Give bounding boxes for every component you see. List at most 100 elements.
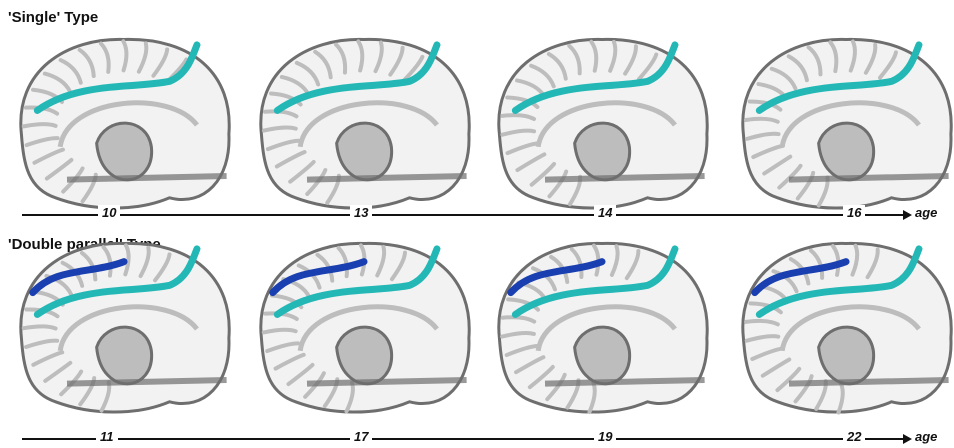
cingulate-sulcus bbox=[273, 41, 441, 114]
cingulate-sulcus bbox=[755, 245, 923, 318]
single-type-brain-row bbox=[19, 37, 953, 210]
gyral-fold bbox=[527, 364, 555, 390]
age-tick-label: 17 bbox=[350, 429, 373, 444]
corpus-callosum-fold bbox=[297, 304, 439, 352]
corpus-callosum-fold bbox=[57, 100, 199, 148]
gyral-fold bbox=[43, 360, 73, 383]
age-tick-label: 14 bbox=[594, 205, 617, 220]
subcortical-structure bbox=[335, 121, 393, 182]
gyral-fold bbox=[21, 122, 58, 129]
gyral-fold bbox=[77, 47, 96, 79]
gyral-fold bbox=[24, 338, 60, 349]
gyral-fold bbox=[500, 128, 537, 137]
gyral-fold bbox=[78, 376, 97, 407]
brainstem-shadow bbox=[306, 172, 467, 183]
gyral-fold bbox=[608, 39, 618, 73]
gyral-fold bbox=[529, 63, 556, 89]
brain-medial-surface bbox=[497, 37, 709, 210]
gyral-fold bbox=[743, 116, 780, 124]
gyral-fold bbox=[569, 247, 584, 279]
gyral-fold bbox=[609, 244, 620, 277]
gyral-fold bbox=[121, 39, 129, 73]
gyral-fold bbox=[878, 50, 898, 80]
age-axis-caption: age bbox=[915, 205, 938, 220]
gyral-fold bbox=[336, 246, 349, 279]
gyral-fold bbox=[505, 95, 540, 110]
gyral-fold bbox=[775, 366, 802, 393]
gyral-fold bbox=[505, 141, 540, 156]
cingulate-sulcus bbox=[273, 245, 441, 318]
subcortical-structure bbox=[817, 121, 875, 182]
gyral-fold bbox=[98, 41, 111, 74]
gyral-fold bbox=[262, 109, 299, 119]
double-parallel-type-age-axis: 11 17 19 22 age bbox=[0, 428, 954, 448]
gyral-fold bbox=[636, 52, 659, 82]
gyral-fold bbox=[506, 297, 541, 312]
gyral-fold bbox=[808, 248, 825, 280]
gyral-fold bbox=[529, 161, 557, 187]
gyral-fold bbox=[32, 147, 65, 165]
age-axis-caption: age bbox=[915, 429, 938, 444]
corpus-callosum-fold bbox=[535, 304, 677, 352]
gyral-fold bbox=[21, 324, 58, 331]
gyral-fold bbox=[288, 159, 316, 184]
single-type-title: 'Single' Type bbox=[8, 9, 99, 26]
cingulate-sulcus bbox=[511, 41, 679, 114]
gyral-fold bbox=[777, 163, 803, 190]
corpus-callosum-fold bbox=[779, 304, 921, 352]
brainstem-shadow bbox=[306, 376, 467, 387]
gyral-fold bbox=[286, 362, 315, 387]
double-parallel-type-brain-row bbox=[19, 241, 953, 415]
brain-medial-surface bbox=[741, 241, 953, 415]
paracingulate-sulcus bbox=[507, 258, 606, 297]
age-tick-label: 16 bbox=[843, 205, 866, 220]
gyral-fold bbox=[546, 51, 568, 81]
brainstem-shadow bbox=[788, 376, 949, 387]
subcortical-structure bbox=[95, 325, 153, 386]
gyral-fold bbox=[806, 45, 823, 77]
gyral-fold bbox=[358, 243, 367, 277]
gyral-fold bbox=[828, 40, 839, 74]
corpus-callosum-fold bbox=[297, 100, 439, 148]
subcortical-structure bbox=[335, 325, 393, 386]
brain-medial-surface bbox=[259, 241, 471, 414]
gyral-fold bbox=[273, 352, 306, 371]
gyral-fold bbox=[500, 315, 537, 324]
gyral-fold bbox=[830, 243, 841, 277]
gyral-fold bbox=[793, 374, 814, 404]
gyral-fold bbox=[744, 318, 780, 327]
gyral-fold bbox=[623, 44, 638, 76]
subcortical-structure bbox=[573, 325, 631, 386]
gyral-fold bbox=[591, 243, 601, 277]
brainstem-shadow bbox=[66, 376, 227, 387]
gyral-fold bbox=[356, 39, 365, 73]
gyral-fold bbox=[138, 245, 151, 279]
gyral-fold bbox=[24, 136, 60, 148]
single-type-age-axis: 10 13 14 16 age bbox=[0, 204, 954, 224]
gyral-fold bbox=[334, 42, 348, 75]
axis-arrow-icon bbox=[903, 210, 912, 220]
age-tick-label: 10 bbox=[98, 205, 121, 220]
gyral-fold bbox=[31, 350, 65, 367]
gyral-fold bbox=[261, 327, 298, 335]
cingulate-sulcus bbox=[755, 41, 923, 114]
gyral-fold bbox=[294, 60, 321, 87]
age-tick-label: 19 bbox=[594, 429, 617, 444]
brain-medial-surface bbox=[741, 37, 953, 210]
gyral-fold bbox=[744, 334, 781, 343]
age-axis-line bbox=[22, 438, 904, 440]
gyral-fold bbox=[373, 40, 384, 74]
subcortical-structure bbox=[95, 121, 153, 182]
subcortical-structure bbox=[573, 121, 631, 182]
gyral-fold bbox=[514, 355, 546, 375]
gyral-fold bbox=[279, 74, 310, 96]
gyral-fold bbox=[589, 39, 599, 73]
corpus-callosum-fold bbox=[57, 304, 199, 352]
subcortical-structure bbox=[817, 325, 875, 386]
gyral-fold bbox=[865, 247, 880, 280]
gyral-fold bbox=[771, 269, 799, 294]
gyral-fold bbox=[795, 170, 816, 201]
gyral-fold bbox=[515, 152, 547, 173]
cingulate-sulcus bbox=[33, 41, 201, 114]
gyral-fold bbox=[500, 113, 537, 122]
